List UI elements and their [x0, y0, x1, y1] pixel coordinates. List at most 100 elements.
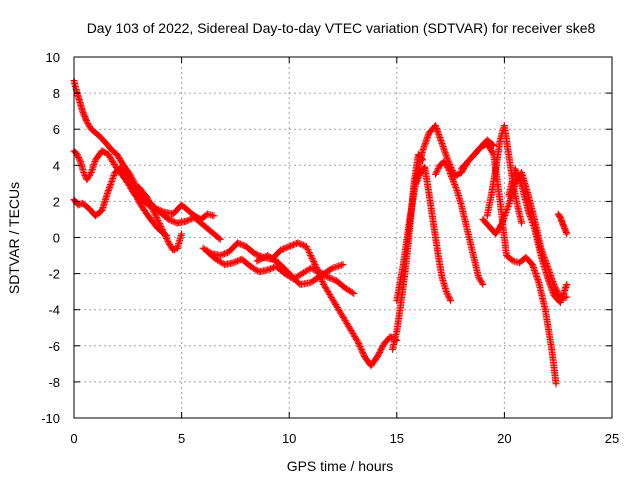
- series-markers: [135, 183, 186, 254]
- data-point: [341, 263, 345, 266]
- data-point: [438, 164, 441, 167]
- data-point: [415, 182, 418, 185]
- data-point: [331, 267, 334, 270]
- data-point: [77, 203, 80, 207]
- data-point: [288, 272, 291, 275]
- series-markers: [389, 151, 427, 353]
- data-point: [206, 212, 209, 216]
- data-point: [369, 364, 373, 367]
- data-point: [266, 254, 269, 257]
- series-7: [253, 252, 347, 288]
- data-point: [356, 341, 360, 344]
- data-point: [120, 165, 123, 169]
- data-point: [423, 165, 426, 169]
- data-point: [277, 261, 280, 264]
- data-point: [565, 283, 568, 286]
- data-point: [113, 171, 117, 174]
- data-point: [473, 258, 476, 261]
- data-point: [298, 283, 302, 286]
- data-point: [520, 171, 523, 174]
- data-point: [83, 115, 87, 118]
- data-point: [550, 348, 553, 351]
- data-point: [186, 209, 190, 212]
- data-point: [115, 153, 119, 156]
- data-point: [481, 283, 485, 286]
- data-point: [503, 124, 506, 127]
- data-point: [76, 153, 79, 156]
- data-point: [559, 216, 562, 219]
- series-11: [432, 158, 487, 288]
- data-point: [141, 191, 145, 194]
- data-point: [434, 173, 437, 176]
- data-point: [339, 312, 342, 315]
- data-point: [77, 95, 80, 98]
- data-point: [154, 214, 157, 217]
- data-point: [432, 221, 435, 225]
- data-point: [559, 301, 562, 304]
- data-point: [158, 223, 162, 227]
- data-point: [427, 131, 431, 134]
- data-point: [507, 194, 510, 198]
- data-point: [320, 274, 323, 277]
- data-point: [505, 254, 508, 257]
- y-tick-label: 6: [53, 122, 60, 137]
- data-point: [219, 238, 222, 241]
- data-point: [464, 221, 467, 225]
- data-point: [421, 149, 424, 153]
- data-point: [305, 245, 308, 248]
- data-point: [526, 209, 530, 212]
- data-point: [492, 153, 495, 156]
- data-point: [468, 239, 472, 243]
- data-point: [223, 263, 226, 266]
- y-tick-label: 10: [46, 50, 60, 65]
- data-point: [309, 267, 312, 270]
- data-point: [167, 241, 170, 245]
- y-tick-label: 8: [53, 86, 60, 101]
- data-point: [137, 185, 140, 189]
- data-point: [296, 241, 299, 245]
- data-point: [539, 254, 543, 257]
- data-point: [100, 209, 104, 212]
- x-tick-label: 15: [390, 431, 404, 446]
- data-point: [309, 281, 312, 284]
- data-point: [318, 270, 321, 273]
- series-15: [505, 165, 571, 306]
- data-point: [449, 299, 452, 302]
- data-point: [105, 142, 108, 145]
- data-point: [100, 149, 104, 153]
- y-tick-label: -10: [41, 411, 60, 426]
- y-tick-label: -4: [48, 303, 60, 318]
- data-point: [473, 153, 476, 156]
- data-point: [171, 248, 175, 252]
- data-point: [395, 330, 398, 333]
- data-point: [494, 167, 497, 171]
- data-point: [126, 174, 129, 178]
- data-point: [266, 268, 269, 272]
- data-point: [79, 160, 82, 163]
- x-tick-label: 0: [70, 431, 77, 446]
- data-point: [447, 167, 450, 171]
- data-point: [455, 189, 459, 192]
- data-point: [253, 252, 256, 255]
- x-axis-tick-labels: 0 5 10 15 20 25: [70, 431, 619, 446]
- series-3: [70, 163, 170, 240]
- data-point: [201, 223, 205, 227]
- data-point: [544, 308, 547, 311]
- data-point: [344, 286, 347, 290]
- data-point: [288, 245, 291, 248]
- data-point: [466, 160, 469, 163]
- data-point: [167, 218, 170, 221]
- data-point: [193, 216, 196, 219]
- data-point: [257, 270, 261, 273]
- data-point: [546, 276, 549, 279]
- data-point: [139, 203, 142, 207]
- data-point: [90, 171, 93, 174]
- axis-ticks: [73, 56, 613, 419]
- x-axis-label: GPS time / hours: [287, 458, 394, 474]
- data-point: [520, 184, 523, 187]
- data-point: [479, 146, 482, 149]
- data-point: [111, 149, 114, 153]
- data-point: [494, 232, 497, 236]
- series-5: [199, 239, 401, 370]
